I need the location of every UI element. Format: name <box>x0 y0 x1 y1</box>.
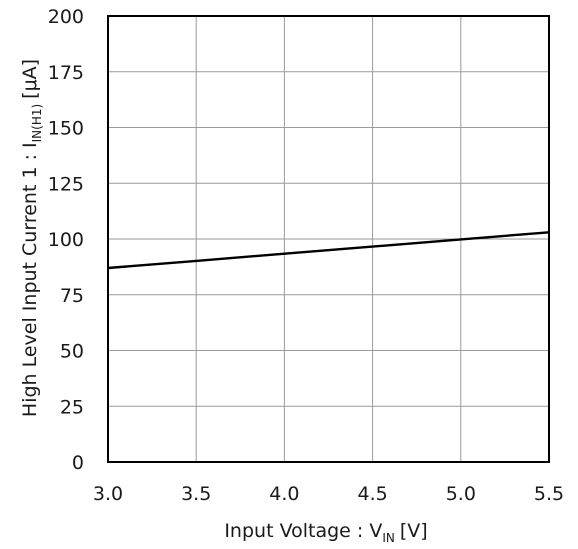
x-tick-label: 3.5 <box>181 483 211 505</box>
y-tick-labels: 0 25 50 75 100 125 150 175 200 <box>48 6 84 474</box>
grid <box>107 15 550 463</box>
series-line <box>107 231 550 270</box>
x-tick-label: 4.5 <box>357 483 387 505</box>
y-tick-label: 50 <box>60 341 84 363</box>
plot-frame <box>107 15 550 463</box>
y-tick-label: 200 <box>48 6 84 28</box>
series-layer <box>107 231 550 270</box>
x-tick-label: 3.0 <box>93 483 123 505</box>
y-tick-label: 0 <box>72 452 84 474</box>
y-tick-label: 150 <box>48 118 84 140</box>
x-tick-label: 4.0 <box>269 483 299 505</box>
y-tick-label: 75 <box>60 285 84 307</box>
y-tick-label: 100 <box>48 229 84 251</box>
y-axis-label: High Level Input Current 1 : IIN(H1)[μA] <box>19 59 44 417</box>
y-tick-label: 175 <box>48 62 84 84</box>
y-tick-label: 125 <box>48 173 84 195</box>
y-tick-label: 25 <box>60 396 84 418</box>
x-axis-label: Input Voltage : VIN [V] <box>224 520 427 545</box>
x-tick-label: 5.0 <box>446 483 476 505</box>
x-tick-label: 5.5 <box>534 483 564 505</box>
x-tick-labels: 3.0 3.5 4.0 4.5 5.0 5.5 <box>93 483 564 505</box>
